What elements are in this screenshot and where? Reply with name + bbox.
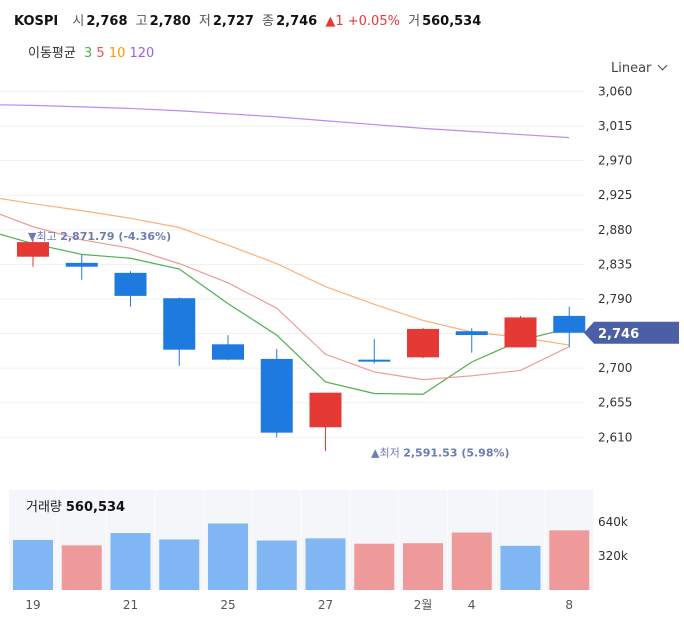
- y-tick-label: 3,015: [598, 119, 632, 133]
- open-label: 시: [72, 14, 85, 29]
- volume-panel-label: 거래량 560,534: [26, 496, 125, 515]
- candle-body: [358, 359, 391, 362]
- ma-5-line: [0, 213, 570, 381]
- scale-selector-label: Linear: [611, 61, 652, 76]
- ma-10-line: [0, 197, 570, 346]
- y-tick-label: 2,835: [598, 257, 632, 271]
- low-annotation-label: ▲최저 2,591.53 (5.98%): [371, 446, 510, 459]
- candle-body: [504, 317, 537, 348]
- ma-legend-3: 3: [83, 46, 93, 61]
- volume-bar: [500, 545, 541, 590]
- volume-bar: [256, 540, 297, 590]
- volume-panel-value: 560,534: [65, 500, 126, 515]
- volume-bar: [354, 543, 395, 590]
- x-tick-label: 19: [25, 598, 40, 612]
- high-annotation-label: ▼최고 2,871.79 (-4.36%): [28, 230, 171, 243]
- y-tick-label: 2,655: [598, 396, 632, 410]
- volume-bar: [159, 539, 200, 590]
- x-tick-label: 21: [123, 598, 138, 612]
- candle-body: [260, 358, 293, 433]
- low-annotation-value: 2,591.53 (5.98%): [403, 446, 509, 459]
- volume-bar: [208, 523, 248, 590]
- y-tick-label: 2,790: [598, 292, 632, 306]
- y-tick-label: 3,060: [598, 85, 632, 99]
- ma-legend-5: 5: [96, 46, 105, 61]
- x-tick-label: 8: [565, 598, 573, 612]
- y-tick-label: 2,700: [598, 361, 632, 375]
- close-label: 종: [262, 14, 275, 29]
- y-tick-label: 2,880: [598, 223, 632, 237]
- scale-selector[interactable]: Linear: [611, 60, 668, 76]
- candle-body: [65, 262, 98, 267]
- candle-body: [553, 315, 586, 333]
- y-tick-label: 2,610: [598, 430, 632, 444]
- volume-bar: [61, 545, 102, 590]
- volume-tick-label: 320k: [598, 549, 628, 563]
- ma-legend-10: 10: [108, 46, 126, 61]
- close-value: 2,746: [276, 14, 318, 29]
- volume-tick-label: 640k: [598, 515, 628, 529]
- volume-bar: [451, 532, 492, 590]
- volume-bar: [403, 543, 443, 590]
- x-tick-label: 25: [220, 598, 235, 612]
- ma-legend-120: 120: [129, 46, 155, 61]
- moving-average-legend: 이동평균 3 5 10 120: [28, 42, 154, 61]
- candle-body: [455, 331, 488, 336]
- low-value: 2,727: [212, 14, 254, 29]
- candle-body: [407, 328, 439, 358]
- change-value: ▲1 +0.05%: [325, 14, 400, 29]
- high-annotation-value: 2,871.79 (-4.36%): [60, 230, 171, 243]
- x-tick-label: 2월: [414, 598, 433, 612]
- candle-body: [17, 242, 49, 257]
- low-label: 저: [198, 14, 211, 29]
- volume-label: 거: [408, 14, 421, 29]
- candle-body: [309, 392, 342, 428]
- y-tick-label: 2,970: [598, 154, 632, 168]
- high-value: 2,780: [149, 14, 191, 29]
- volume-bar: [110, 533, 151, 590]
- current-price-value: 2,746: [598, 327, 639, 342]
- quote-header: KOSPI 시 2,768 고 2,780 저 2,727 종 2,746 ▲1 +0.…: [14, 10, 481, 30]
- y-tick-label: 2,925: [598, 188, 632, 202]
- candle-body: [114, 272, 147, 296]
- volume-bar: [305, 538, 346, 590]
- candle-body: [163, 298, 196, 350]
- ma-legend-label: 이동평균: [28, 46, 76, 61]
- current-price-tag: [584, 321, 679, 344]
- ma-120-line: [0, 104, 570, 139]
- candle-body: [212, 344, 244, 360]
- volume-bar: [549, 530, 590, 590]
- x-tick-label: 4: [468, 598, 476, 612]
- x-tick-label: 27: [318, 598, 333, 612]
- volume-panel-title: 거래량: [26, 500, 62, 515]
- volume-bar: [13, 540, 53, 590]
- symbol-name: KOSPI: [14, 14, 59, 29]
- open-value: 2,768: [86, 14, 128, 29]
- high-label: 고: [135, 14, 148, 29]
- volume-value: 560,534: [422, 14, 482, 29]
